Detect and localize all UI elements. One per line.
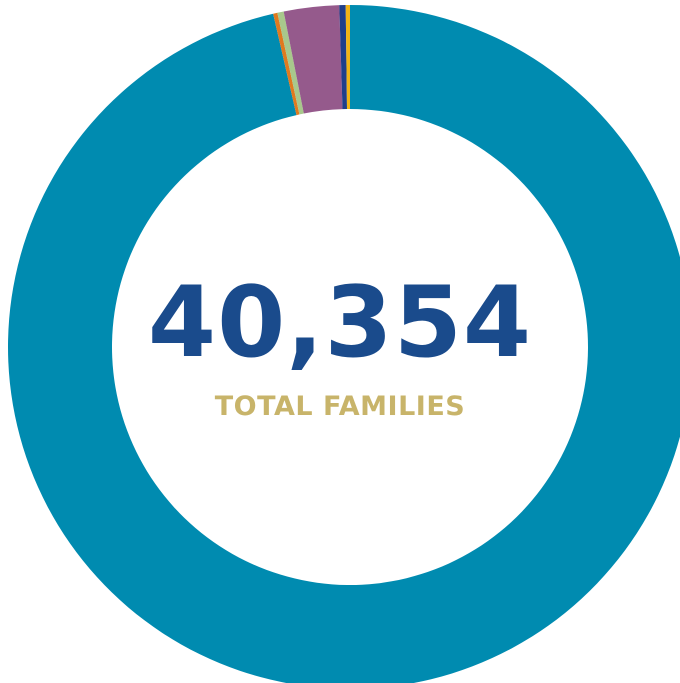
total-families-value: 40,354	[147, 266, 533, 380]
donut-slice-2	[277, 11, 304, 115]
donut-slices	[8, 5, 680, 683]
donut-slice-1	[273, 12, 300, 116]
donut-slice-5	[345, 5, 350, 110]
donut-slice-0	[8, 5, 680, 683]
donut-slice-3	[283, 5, 343, 114]
donut-slice-4	[339, 5, 348, 110]
total-families-caption: TOTAL FAMILIES	[214, 391, 466, 422]
